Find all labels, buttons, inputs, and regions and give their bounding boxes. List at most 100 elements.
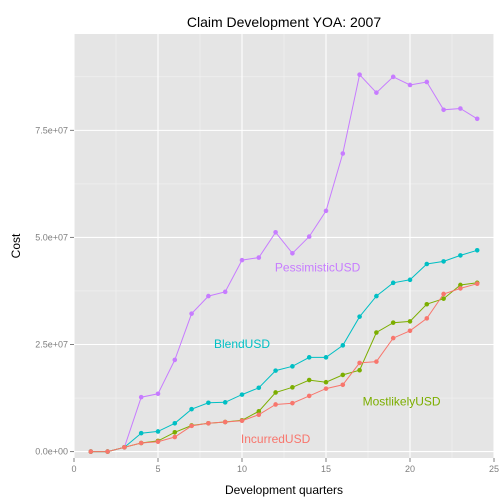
data-point-blendusd xyxy=(374,293,379,299)
y-tick-label: 2.5e+07 xyxy=(35,340,68,350)
data-point-pessimisticusd xyxy=(407,82,413,88)
x-axis-title: Development quarters xyxy=(225,483,343,497)
y-tick-label: 5.0e+07 xyxy=(35,232,68,242)
data-point-incurredusd xyxy=(172,434,178,440)
data-point-pessimisticusd xyxy=(441,107,446,113)
data-point-incurredusd xyxy=(424,316,430,321)
data-point-incurredusd xyxy=(222,419,228,425)
data-point-pessimisticusd xyxy=(172,357,178,363)
y-tick-label: 7.5e+07 xyxy=(35,125,68,135)
data-point-incurredusd xyxy=(273,402,278,407)
data-point-pessimisticusd xyxy=(155,391,161,397)
series-line-pessimisticusd xyxy=(90,73,478,453)
data-point-blendusd xyxy=(407,277,413,283)
series-label-incurredusd: IncurredUSD xyxy=(241,432,311,446)
data-point-pessimisticusd xyxy=(340,151,346,156)
data-point-blendusd xyxy=(390,280,396,286)
data-point-pessimisticusd xyxy=(424,79,430,85)
data-point-pessimisticusd xyxy=(222,289,228,295)
data-point-blendusd xyxy=(239,392,245,397)
data-point-incurredusd xyxy=(340,382,346,388)
series-label-pessimisticusd: PessimisticUSD xyxy=(275,261,361,275)
data-point-mostlikelyusd xyxy=(424,301,430,307)
data-point-blendusd xyxy=(206,400,211,406)
x-tick-label: 25 xyxy=(489,464,499,474)
data-point-pessimisticusd xyxy=(189,311,194,316)
data-point-blendusd xyxy=(256,385,262,391)
data-point-incurredusd xyxy=(155,439,161,445)
data-point-blendusd xyxy=(138,430,144,436)
x-tick-label: 20 xyxy=(405,464,415,474)
data-point-mostlikelyusd xyxy=(357,367,362,373)
data-point-mostlikelyusd xyxy=(407,319,413,324)
data-point-incurredusd xyxy=(256,412,262,418)
series-pessimisticusd: PessimisticUSD xyxy=(88,72,480,454)
data-point-blendusd xyxy=(340,343,346,348)
data-point-incurredusd xyxy=(306,393,312,399)
data-point-incurredusd xyxy=(239,418,245,424)
data-point-blendusd xyxy=(172,421,178,426)
data-point-incurredusd xyxy=(441,291,446,297)
data-point-blendusd xyxy=(306,355,312,360)
data-point-mostlikelyusd xyxy=(441,296,446,301)
data-point-mostlikelyusd xyxy=(172,430,178,435)
data-point-incurredusd xyxy=(122,444,127,450)
data-point-blendusd xyxy=(189,406,194,412)
data-point-incurredusd xyxy=(88,449,94,454)
series-blendusd: BlendUSD xyxy=(88,247,480,454)
data-point-pessimisticusd xyxy=(256,255,262,260)
series-layer: PessimisticUSD BlendUSD MostlikelyUSD Incur… xyxy=(88,72,480,454)
data-point-blendusd xyxy=(441,259,446,264)
series-label-mostlikelyusd: MostlikelyUSD xyxy=(363,394,441,408)
data-point-blendusd xyxy=(357,314,362,319)
data-point-pessimisticusd xyxy=(306,234,312,239)
series-line-mostlikelyusd xyxy=(90,282,478,453)
data-point-mostlikelyusd xyxy=(290,385,295,390)
data-point-blendusd xyxy=(290,364,295,369)
x-tick-label: 5 xyxy=(155,464,160,474)
data-point-blendusd xyxy=(424,261,430,267)
data-point-incurredusd xyxy=(458,286,463,291)
data-point-blendusd xyxy=(273,368,278,373)
data-point-pessimisticusd xyxy=(474,116,480,122)
data-point-mostlikelyusd xyxy=(306,377,312,383)
data-point-pessimisticusd xyxy=(138,394,144,400)
data-point-incurredusd xyxy=(374,359,379,364)
data-point-blendusd xyxy=(155,429,161,434)
data-point-incurredusd xyxy=(390,335,396,341)
data-point-incurredusd xyxy=(290,400,295,406)
chart-title: Claim Development YOA: 2007 xyxy=(187,14,381,30)
data-point-blendusd xyxy=(323,355,329,360)
data-point-blendusd xyxy=(458,253,463,258)
x-tick-label: 15 xyxy=(321,464,331,474)
y-axis-title: Cost xyxy=(9,233,23,258)
y-tick-label: 0.0e+00 xyxy=(35,447,68,457)
series-line-blendusd xyxy=(90,249,478,453)
axis-ticks: 0 5 10 15 20 25 0.0e+00 2.5e+07 5.0e+07 7.5e+07 xyxy=(35,125,499,474)
data-point-blendusd xyxy=(222,400,228,405)
data-point-pessimisticusd xyxy=(206,293,211,299)
data-point-incurredusd xyxy=(407,328,413,334)
series-line-incurredusd xyxy=(90,283,478,453)
data-point-mostlikelyusd xyxy=(323,379,329,385)
data-point-pessimisticusd xyxy=(374,90,379,95)
minor-gridlines xyxy=(74,34,494,458)
data-point-incurredusd xyxy=(138,440,144,446)
data-point-incurredusd xyxy=(105,449,110,454)
data-point-incurredusd xyxy=(357,360,362,366)
data-point-incurredusd xyxy=(206,421,211,426)
data-point-pessimisticusd xyxy=(390,74,396,80)
data-point-blendusd xyxy=(474,247,480,253)
data-point-pessimisticusd xyxy=(290,250,295,256)
major-gridlines xyxy=(73,34,495,458)
data-point-pessimisticusd xyxy=(458,106,463,111)
data-point-pessimisticusd xyxy=(273,229,278,235)
data-point-pessimisticusd xyxy=(357,72,362,77)
x-tick-label: 0 xyxy=(71,464,76,474)
data-point-incurredusd xyxy=(189,423,194,429)
data-point-mostlikelyusd xyxy=(374,330,379,335)
x-tick-label: 10 xyxy=(237,464,247,474)
data-point-incurredusd xyxy=(323,386,329,391)
data-point-mostlikelyusd xyxy=(340,372,346,378)
